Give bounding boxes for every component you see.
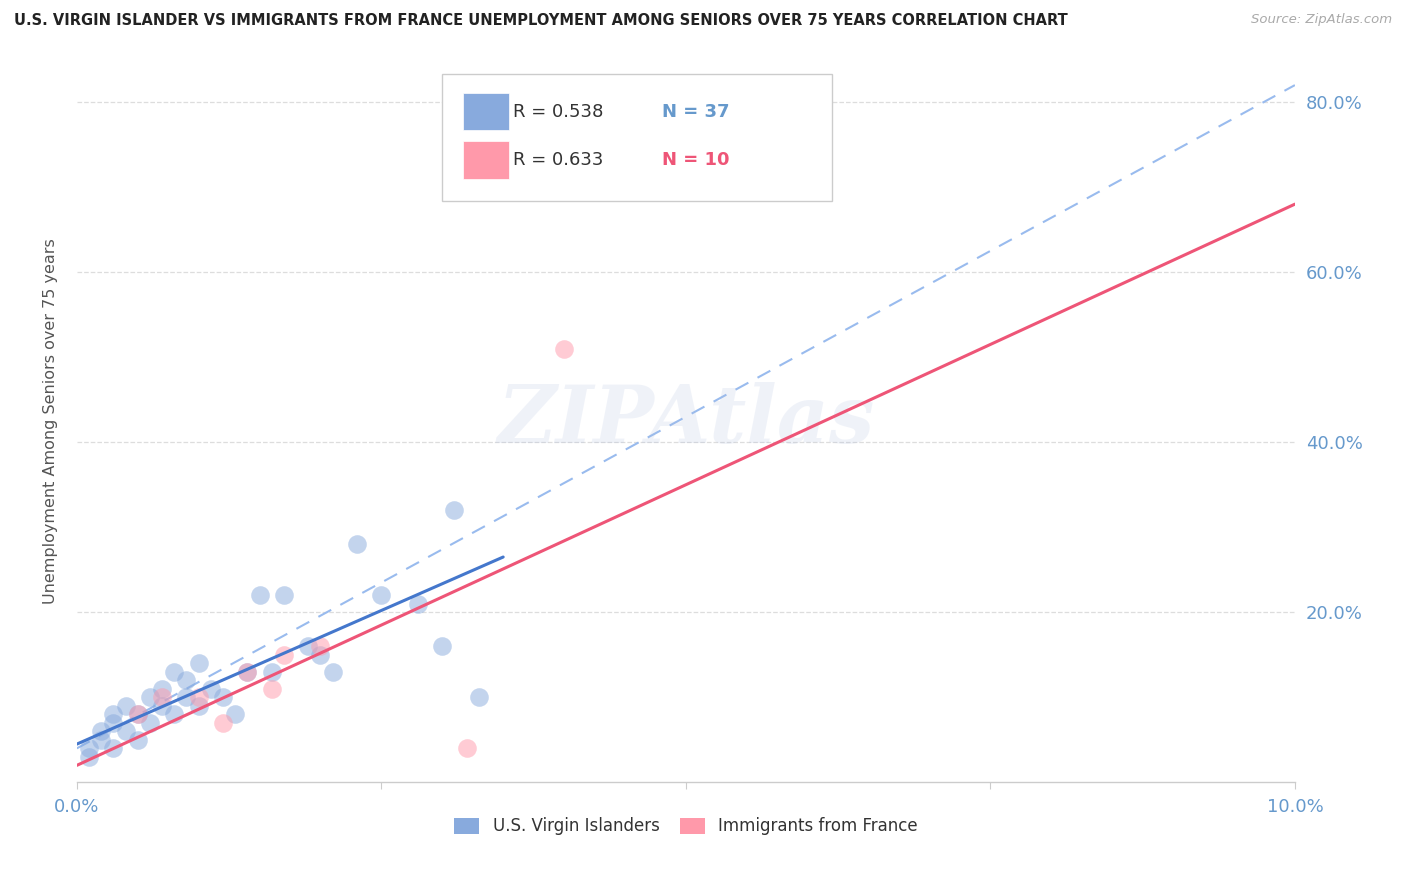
Point	[127, 707, 149, 722]
FancyBboxPatch shape	[463, 93, 509, 130]
Point	[77, 741, 100, 756]
Point	[346, 537, 368, 551]
Point	[187, 690, 209, 705]
Text: Source: ZipAtlas.com: Source: ZipAtlas.com	[1251, 13, 1392, 27]
Point	[224, 707, 246, 722]
Point	[127, 707, 149, 722]
Text: N = 37: N = 37	[661, 103, 730, 120]
Point	[187, 657, 209, 671]
Point	[260, 681, 283, 696]
Point	[297, 640, 319, 654]
Point	[77, 749, 100, 764]
Point	[553, 342, 575, 356]
Point	[406, 597, 429, 611]
Point	[468, 690, 491, 705]
Point	[163, 665, 186, 679]
Point	[443, 503, 465, 517]
Point	[249, 588, 271, 602]
Point	[139, 690, 162, 705]
Text: ZIPAtlas: ZIPAtlas	[498, 383, 875, 459]
Point	[150, 698, 173, 713]
Point	[103, 715, 125, 730]
Text: R = 0.538: R = 0.538	[513, 103, 603, 120]
Point	[370, 588, 392, 602]
Point	[456, 741, 478, 756]
Point	[260, 665, 283, 679]
Point	[103, 707, 125, 722]
Text: N = 10: N = 10	[661, 151, 730, 169]
Point	[114, 724, 136, 739]
Point	[212, 690, 235, 705]
Point	[187, 698, 209, 713]
Point	[150, 690, 173, 705]
Text: R = 0.633: R = 0.633	[513, 151, 603, 169]
Point	[236, 665, 259, 679]
Point	[103, 741, 125, 756]
Point	[90, 724, 112, 739]
Point	[114, 698, 136, 713]
Text: U.S. VIRGIN ISLANDER VS IMMIGRANTS FROM FRANCE UNEMPLOYMENT AMONG SENIORS OVER 7: U.S. VIRGIN ISLANDER VS IMMIGRANTS FROM …	[14, 13, 1067, 29]
Point	[236, 665, 259, 679]
Point	[212, 715, 235, 730]
FancyBboxPatch shape	[443, 74, 832, 201]
Point	[90, 732, 112, 747]
Point	[309, 640, 332, 654]
Point	[176, 690, 198, 705]
Point	[309, 648, 332, 662]
Point	[322, 665, 344, 679]
Point	[273, 588, 295, 602]
Point	[139, 715, 162, 730]
FancyBboxPatch shape	[463, 141, 509, 179]
Point	[127, 732, 149, 747]
Y-axis label: Unemployment Among Seniors over 75 years: Unemployment Among Seniors over 75 years	[44, 238, 58, 604]
Legend: U.S. Virgin Islanders, Immigrants from France: U.S. Virgin Islanders, Immigrants from F…	[454, 817, 918, 836]
Point	[150, 681, 173, 696]
Point	[273, 648, 295, 662]
Point	[176, 673, 198, 688]
Point	[432, 640, 454, 654]
Point	[163, 707, 186, 722]
Point	[200, 681, 222, 696]
